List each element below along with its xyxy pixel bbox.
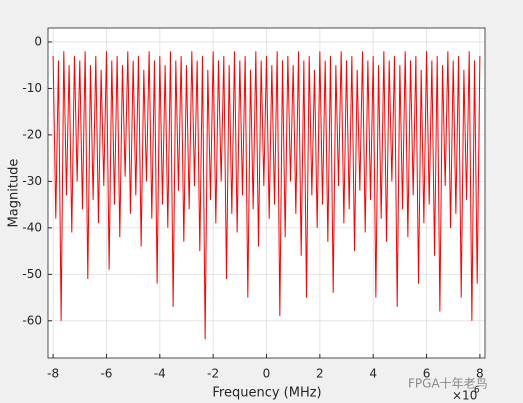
x-tick-label: 0 (263, 367, 271, 381)
x-tick-label: 2 (316, 367, 324, 381)
y-tick-label: -30 (22, 174, 42, 188)
x-tick-label: -6 (100, 367, 112, 381)
x-multiplier-base: ×10 (452, 389, 477, 403)
x-label: Frequency (MHz) (212, 386, 321, 401)
x-tick-label: -4 (154, 367, 166, 381)
plot (52, 51, 481, 340)
y-tick-label: -10 (22, 81, 42, 95)
y-tick-label: 0 (34, 34, 42, 48)
watermark: FPGA十年老鸟 (408, 376, 488, 391)
y-tick-label: -20 (22, 127, 42, 141)
x-tick-label: 8 (476, 367, 484, 381)
y-label: Magnitude (7, 159, 22, 228)
x-tick-label: 4 (369, 367, 377, 381)
x-tick-label: -8 (47, 367, 59, 381)
y-tick-label: -50 (22, 267, 42, 281)
x-multiplier-exponent: 6 (474, 386, 480, 396)
y-tick-label: -40 (22, 220, 42, 234)
grid (48, 28, 485, 358)
series-line (52, 51, 481, 340)
ticks: 0-10-20-30-40-50-60-8 -6 -4 -2 0 2 4 6 8 (22, 34, 483, 380)
x-tick-label: -2 (207, 367, 219, 381)
y-tick-label: -60 (22, 313, 42, 327)
x-tick-label: 6 (423, 367, 431, 381)
